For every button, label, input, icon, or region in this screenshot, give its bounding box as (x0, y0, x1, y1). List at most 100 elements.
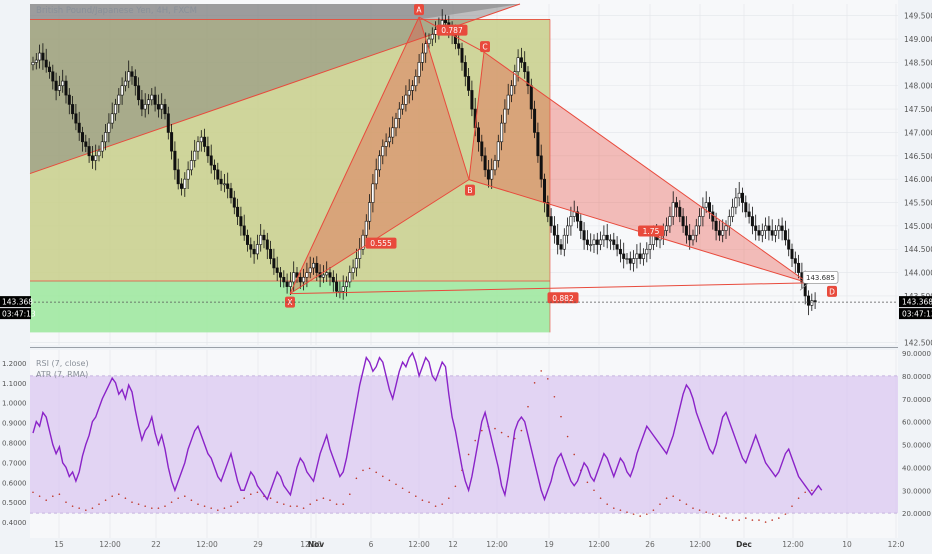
atr-point (203, 505, 206, 507)
atr-point (230, 505, 232, 507)
candle-body (740, 192, 744, 203)
candle-body (602, 234, 606, 241)
candle-body (262, 234, 266, 241)
price-tick-label: 148.500 (904, 58, 932, 67)
leg-bc (468, 52, 485, 180)
point-label-a: A (414, 4, 424, 16)
candle-body (506, 94, 510, 110)
atr-point (98, 503, 100, 505)
candle-body (127, 71, 131, 82)
atr-point (388, 479, 391, 482)
candle-body (744, 202, 748, 213)
atr-point (58, 493, 61, 496)
candle-body (420, 52, 424, 63)
point-label-bg (414, 4, 424, 16)
candle-body (562, 234, 566, 250)
candle-body (797, 262, 801, 273)
atr-legend-label[interactable]: ATR (7, RMA) (36, 370, 88, 379)
candle-body (344, 281, 348, 287)
candle-body (414, 76, 418, 87)
atr-point (355, 477, 358, 480)
time-tick-label: 29 (253, 540, 263, 549)
candle-body (110, 113, 114, 124)
atr-point (243, 497, 245, 500)
candle-body (556, 234, 560, 245)
candle-body (150, 94, 154, 101)
price-tick-label: 142.500 (904, 339, 932, 348)
time-tick-label: 12:00 (689, 540, 711, 549)
atr-point (698, 509, 701, 511)
candle-body (717, 230, 721, 236)
atr-tick-label: 0.6000 (2, 479, 27, 487)
atr-point (309, 503, 312, 505)
atr-point (771, 519, 773, 521)
chart-title: British Pound/Japanese Yen, 4H, FXCM (36, 6, 197, 16)
price-tick-label: 147.500 (904, 105, 932, 114)
rsi-tick-label: 30.0000 (902, 487, 931, 495)
candle-body (133, 76, 137, 87)
candle-body (348, 272, 352, 283)
candle-body (595, 239, 599, 245)
candle-body (391, 127, 395, 138)
ratio-label-text: 0.882 (552, 294, 574, 303)
fib-zones (29, 3, 551, 333)
target-callout-text: 143.685 (806, 274, 835, 282)
indicator-axis-right[interactable]: 90.0000 80.0000 70.0000 60.0000 50.0000 40.00… (902, 350, 931, 518)
candle-body (777, 225, 781, 231)
candle-body (638, 253, 642, 259)
candle-body (427, 38, 431, 45)
candle-body (143, 104, 147, 110)
candle-body (57, 85, 61, 91)
target-price-callout: 143.685 (799, 270, 839, 291)
atr-point (91, 507, 94, 509)
ratio-label-text: 0.787 (441, 26, 463, 35)
atr-series (32, 370, 813, 523)
rsi-legend-label[interactable]: RSI (7, close) (36, 359, 89, 368)
price-axis[interactable]: 149.500 149.000 148.500 148.000 147.500 147.0… (904, 12, 932, 348)
atr-point (527, 405, 529, 408)
candle-body (764, 225, 768, 231)
candle-body (239, 216, 243, 227)
candle-body (605, 234, 609, 241)
ratio-label: 1.75 (638, 225, 664, 237)
candle-body (648, 244, 652, 250)
atr-point (190, 499, 193, 501)
atr-point (725, 517, 727, 519)
atr-point (560, 415, 562, 418)
candle-body (608, 239, 612, 242)
candle-body (480, 141, 484, 157)
candle-body (176, 169, 180, 185)
candle-body (483, 155, 487, 171)
countdown-tag-left: 03:47:13 (0, 308, 36, 320)
candle-body (533, 108, 537, 133)
candle-body (61, 80, 65, 87)
indicator-axis-left[interactable]: 1.2000 1.1000 1.0000 0.9000 0.8000 0.7000 0.60… (2, 360, 27, 527)
candle-body (351, 267, 355, 273)
atr-point (784, 513, 787, 515)
atr-point (619, 509, 622, 511)
candle-body (750, 216, 754, 227)
fib-zone-upper (30, 19, 550, 282)
target-callout-pointer (799, 283, 809, 291)
candle-body (255, 244, 259, 255)
candle-body (137, 85, 141, 101)
atr-point (778, 517, 780, 519)
atr-point (401, 487, 404, 490)
candle-body (282, 276, 286, 283)
candle-body (546, 202, 550, 217)
atr-point (78, 507, 80, 509)
candle-body (325, 272, 329, 276)
atr-point (349, 493, 351, 496)
candle-body (199, 136, 203, 143)
candle-body (377, 155, 381, 171)
candle-body (424, 43, 428, 54)
atr-point (613, 507, 615, 509)
target-callout-bg (802, 270, 839, 284)
atr-point (316, 499, 318, 501)
bcd-triangle (469, 52, 808, 283)
candle-body (216, 169, 220, 180)
candle-body (806, 295, 810, 306)
candle-body (767, 225, 771, 231)
